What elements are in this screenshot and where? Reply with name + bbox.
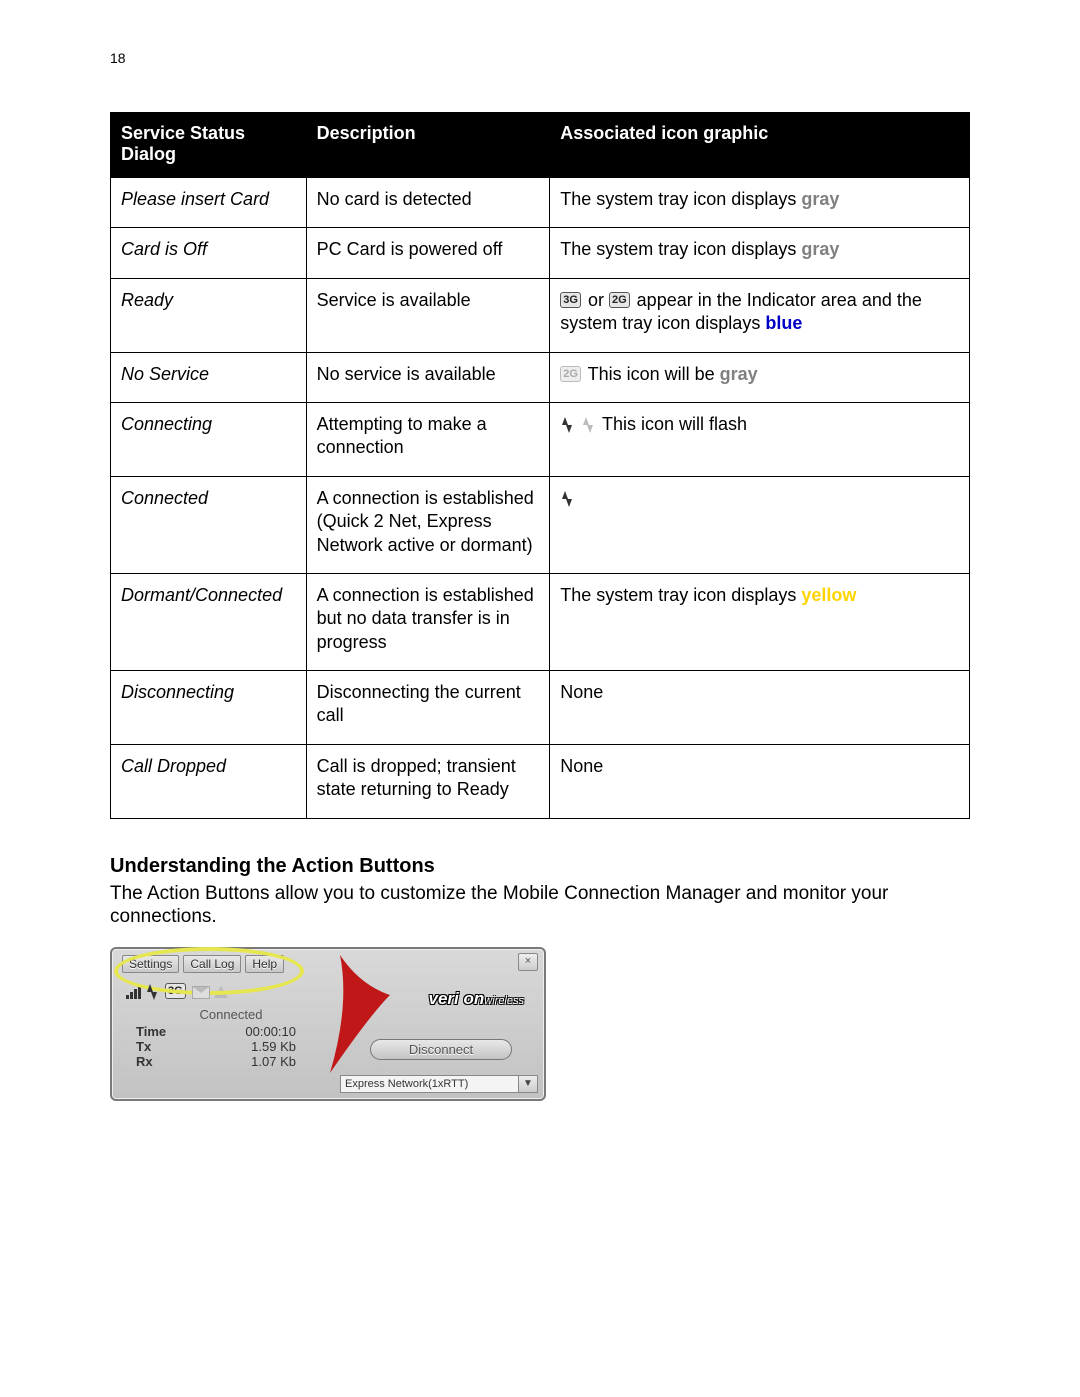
or-text: or [588,290,609,310]
cell-desc: PC Card is powered off [306,228,550,278]
stat-value: 1.07 Kb [196,1054,326,1069]
cell-desc: Disconnecting the current call [306,671,550,745]
table-row: Connecting Attempting to make a connecti… [111,402,970,476]
stat-value: 1.59 Kb [196,1039,326,1054]
cell-desc: A connection is established but no data … [306,573,550,670]
arrows-icon [145,984,159,1000]
cell-status: Disconnecting [111,671,307,745]
cell-status: Please insert Card [111,178,307,228]
settings-button[interactable]: Settings [122,955,179,973]
chevron-down-icon[interactable]: ▼ [519,1075,538,1093]
cell-status: Connecting [111,402,307,476]
cell-desc: Service is available [306,278,550,352]
stat-label: Time [136,1024,196,1039]
table-row: Please insert Card No card is detected T… [111,178,970,228]
cell-desc: Attempting to make a connection [306,402,550,476]
call-log-button[interactable]: Call Log [183,955,241,973]
table-row: Dormant/Connected A connection is establ… [111,573,970,670]
cell-status: Connected [111,476,307,573]
triangle-icon [214,986,228,998]
th-desc: Description [306,113,550,178]
cell-icon: 2G This icon will be gray [550,352,970,402]
cell-status: Call Dropped [111,744,307,818]
table-row: Disconnecting Disconnecting the current … [111,671,970,745]
cell-status: Ready [111,278,307,352]
help-button[interactable]: Help [245,955,284,973]
cell-icon: This icon will flash [550,402,970,476]
mcm-window: × Settings Call Log Help 3G [110,947,546,1101]
table-row: Ready Service is available 3G or 2G appe… [111,278,970,352]
cell-desc: No service is available [306,352,550,402]
three-g-icon: 3G [560,292,581,308]
cell-desc: Call is dropped; transient state returni… [306,744,550,818]
noservice-tail: This icon will be [588,364,720,384]
arrows-icon [560,491,574,507]
stat-label: Rx [136,1054,196,1069]
table-row: Card is Off PC Card is powered off The s… [111,228,970,278]
color-word-blue: blue [765,313,802,333]
cell-status: No Service [111,352,307,402]
icon-text: The system tray icon displays [560,239,801,259]
action-buttons-row: Settings Call Log Help [122,955,340,973]
cell-icon: None [550,671,970,745]
gray-2g-icon: 2G [560,366,581,382]
network-dropdown[interactable]: Express Network(1xRTT) ▼ [340,1075,538,1093]
cell-status: Card is Off [111,228,307,278]
logo-main: veri on [429,989,485,1008]
th-icon: Associated icon graphic [550,113,970,178]
table-row: Connected A connection is established (Q… [111,476,970,573]
cell-icon: 3G or 2G appear in the Indicator area an… [550,278,970,352]
cell-status: Dormant/Connected [111,573,307,670]
verizon-logo: veri onwireless [429,989,524,1009]
dropdown-value: Express Network(1xRTT) [340,1075,519,1093]
table-row: Call Dropped Call is dropped; transient … [111,744,970,818]
stat-value: 00:00:10 [196,1024,326,1039]
stat-label: Tx [136,1039,196,1054]
cell-icon: None [550,744,970,818]
envelope-icon [192,986,210,999]
logo-sub: wireless [484,995,524,1007]
icon-text: The system tray icon displays [560,189,801,209]
connection-status: Connected [122,1007,340,1022]
color-word-gray: gray [801,239,839,259]
cell-icon: The system tray icon displays yellow [550,573,970,670]
cell-icon: The system tray icon displays gray [550,228,970,278]
section-body: The Action Buttons allow you to customiz… [110,882,970,930]
three-g-icon: 3G [165,983,186,999]
disconnect-button[interactable]: Disconnect [370,1039,512,1060]
signal-bars-icon [126,985,141,999]
arrows-icon [560,417,574,433]
cell-desc: No card is detected [306,178,550,228]
th-status: Service Status Dialog [111,113,307,178]
arrows-icon-faded [581,417,595,433]
service-status-table: Service Status Dialog Description Associ… [110,112,970,819]
cell-icon: The system tray icon displays gray [550,178,970,228]
page-number: 18 [110,50,970,66]
section-heading: Understanding the Action Buttons [110,855,970,878]
color-word-gray: gray [720,364,758,384]
color-word-gray: gray [801,189,839,209]
indicator-area: 3G [122,983,340,1001]
table-row: No Service No service is available 2G Th… [111,352,970,402]
color-word-yellow: yellow [801,585,856,605]
connecting-text: This icon will flash [602,414,747,434]
two-g-icon: 2G [609,292,630,308]
cell-icon [550,476,970,573]
icon-text: The system tray icon displays [560,585,801,605]
stats-block: Time00:00:10 Tx1.59 Kb Rx1.07 Kb [136,1024,340,1069]
cell-desc: A connection is established (Quick 2 Net… [306,476,550,573]
